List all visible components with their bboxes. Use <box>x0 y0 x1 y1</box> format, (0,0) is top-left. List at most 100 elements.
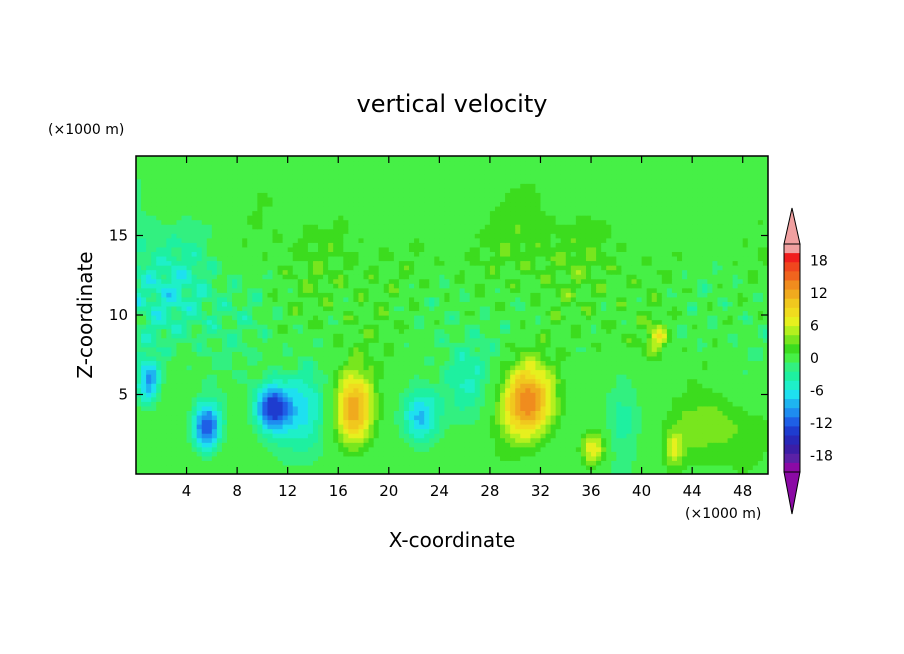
contour-cell <box>479 464 486 471</box>
contour-cell <box>646 342 653 348</box>
contour-cell <box>611 305 617 312</box>
contour-cell <box>403 296 410 302</box>
contour-cell <box>358 433 365 439</box>
contour-cell <box>585 369 592 375</box>
contour-cell <box>186 319 193 325</box>
contour-cell <box>419 464 425 471</box>
contour-cell <box>565 451 572 457</box>
contour-cell <box>737 324 744 330</box>
contour-cell <box>257 446 263 452</box>
contour-cell <box>196 405 203 411</box>
contour-cell <box>424 346 430 352</box>
contour-cell <box>702 328 708 334</box>
contour-cell <box>682 419 688 425</box>
contour-cell <box>444 419 451 425</box>
contour-cell <box>292 428 299 434</box>
contour-cell <box>272 433 279 439</box>
contour-cell <box>515 301 521 307</box>
contour-cell <box>186 342 193 348</box>
contour-cell <box>697 337 703 343</box>
contour-cell <box>227 446 233 452</box>
contour-cell <box>302 319 309 325</box>
contour-cell <box>717 315 724 321</box>
contour-cell <box>272 464 279 471</box>
contour-cell <box>505 351 511 357</box>
contour-cell <box>348 292 355 298</box>
contour-cell <box>747 464 754 471</box>
contour-cell <box>479 469 486 474</box>
contour-cell <box>464 383 471 389</box>
contour-cell <box>166 328 172 334</box>
contour-cell <box>277 292 284 298</box>
contour-cell <box>166 374 172 380</box>
contour-cell <box>166 455 172 461</box>
contour-cell <box>580 442 587 448</box>
contour-cell <box>570 319 577 325</box>
contour-cell <box>257 405 263 411</box>
contour-cell <box>257 296 263 302</box>
contour-cell <box>262 292 269 298</box>
contour-cell <box>591 437 597 443</box>
contour-cell <box>752 401 759 407</box>
contour-cell <box>161 301 167 307</box>
contour-cell <box>272 419 279 425</box>
contour-cell <box>312 392 319 398</box>
contour-cell <box>439 455 446 461</box>
contour-cell <box>525 324 531 330</box>
contour-cell <box>333 451 339 457</box>
contour-cell <box>474 364 481 371</box>
contour-cell <box>555 374 562 380</box>
contour-cell <box>171 305 178 312</box>
contour-cell <box>500 346 506 352</box>
contour-cell <box>242 374 248 380</box>
contour-cell <box>282 383 289 389</box>
contour-cell <box>398 355 405 362</box>
contour-cell <box>505 369 511 375</box>
contour-cell <box>575 374 582 380</box>
contour-cell <box>682 405 688 411</box>
contour-cell <box>247 333 253 339</box>
contour-cell <box>444 369 451 375</box>
contour-cell <box>540 424 547 430</box>
contour-cell <box>312 328 319 334</box>
contour-cell <box>515 351 521 357</box>
contour-cell <box>191 437 198 443</box>
contour-cell <box>358 292 365 298</box>
contour-cell <box>419 433 425 439</box>
contour-cell <box>166 451 172 457</box>
contour-cell <box>257 414 263 421</box>
contour-cell <box>282 301 289 307</box>
contour-cell <box>626 405 633 411</box>
contour-cell <box>661 355 668 362</box>
contour-cell <box>737 451 744 457</box>
contour-cell <box>393 396 400 402</box>
contour-cell <box>141 364 147 371</box>
contour-cell <box>216 360 223 366</box>
contour-cell <box>535 405 542 411</box>
contour-cell <box>277 296 284 302</box>
contour-cell <box>687 433 693 439</box>
contour-cell <box>454 383 461 389</box>
contour-cell <box>474 433 481 439</box>
contour-cell <box>636 469 643 474</box>
contour-cell <box>676 355 683 362</box>
contour-cell <box>181 310 188 316</box>
contour-cell <box>722 455 729 461</box>
contour-cell <box>176 451 183 457</box>
contour-cell <box>616 401 622 407</box>
contour-cell <box>520 337 526 343</box>
contour-cell <box>682 410 688 416</box>
contour-cell <box>383 469 390 474</box>
contour-cell <box>343 305 349 312</box>
contour-cell <box>651 315 658 321</box>
contour-cell <box>211 296 218 302</box>
contour-cell <box>363 301 370 307</box>
contour-cell <box>151 392 157 398</box>
contour-cell <box>191 337 198 343</box>
contour-cell <box>434 446 440 452</box>
contour-cell <box>671 410 678 416</box>
contour-cell <box>580 369 587 375</box>
contour-cell <box>216 442 223 448</box>
contour-cell <box>520 424 526 430</box>
contour-cell <box>176 333 183 339</box>
